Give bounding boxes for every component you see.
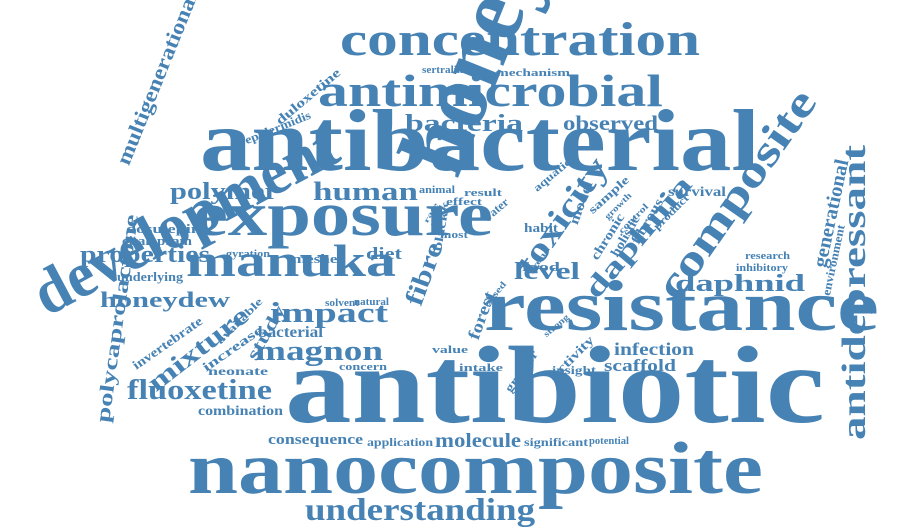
cloud-word: human (313, 177, 418, 206)
cloud-word: consequence (268, 432, 364, 448)
cloud-word: insight (552, 363, 596, 377)
cloud-word: value (432, 345, 468, 356)
cloud-word: impact (270, 298, 388, 329)
cloud-word: research (745, 251, 791, 262)
cloud-word: application (367, 435, 434, 449)
cloud-word: scaffold (604, 356, 676, 375)
cloud-word: concentration (340, 13, 701, 66)
cloud-word: understanding (305, 491, 536, 527)
cloud-word: significant (524, 435, 589, 449)
cloud-word: neonate (208, 364, 268, 378)
cloud-word: underlying (117, 269, 184, 284)
cloud-word: multigenerational (111, 0, 203, 169)
cloud-word: dosulepin (126, 221, 201, 236)
cloud-word: combination (198, 404, 283, 419)
cloud-word: nanocomposite (188, 428, 763, 510)
cloud-word: most (440, 230, 469, 241)
cloud-word: bacteria (405, 111, 523, 137)
cloud-word: antibiotic (285, 324, 825, 446)
cloud-word: habit (524, 220, 558, 235)
cloud-word: result (464, 187, 503, 199)
cloud-word: survival (668, 185, 726, 200)
cloud-word: sertraline (422, 65, 468, 76)
cloud-word: antibacterial (200, 93, 760, 190)
cloud-word: inhibitory (736, 263, 788, 274)
cloud-word: concern (339, 362, 387, 373)
cloud-word: manuka (186, 235, 397, 286)
cloud-word: properties (80, 242, 211, 268)
cloud-word: magnon (255, 336, 384, 367)
cloud-word: molecule (435, 430, 522, 452)
cloud-word: diet (366, 244, 402, 263)
cloud-word: exposure (193, 181, 493, 249)
cloud-word: resistance (484, 266, 879, 346)
cloud-word: polymer (170, 179, 279, 205)
cloud-word: natural (354, 297, 389, 308)
cloud-word: gyration (226, 248, 270, 260)
cloud-word: daphnid (675, 271, 805, 297)
cloud-word: observed (563, 111, 658, 135)
cloud-word: intake (459, 362, 503, 374)
cloud-word: potential (589, 435, 629, 447)
cloud-word: honeydew (100, 287, 230, 312)
cloud-word: meshes (292, 251, 344, 266)
cloud-word: effect (446, 196, 482, 208)
cloud-word: solvent (325, 298, 359, 309)
cloud-word: level (514, 259, 580, 285)
cloud-word: antimicrobial (318, 65, 663, 116)
cloud-word: infection (614, 339, 694, 359)
cloud-word: bacterial (258, 324, 324, 341)
cloud-word: citalopram (122, 233, 192, 248)
cloud-word: food (522, 259, 560, 274)
cloud-word: mechanism (496, 67, 571, 79)
cloud-word: fluoxetine (127, 375, 273, 406)
cloud-word: animal (419, 185, 455, 196)
